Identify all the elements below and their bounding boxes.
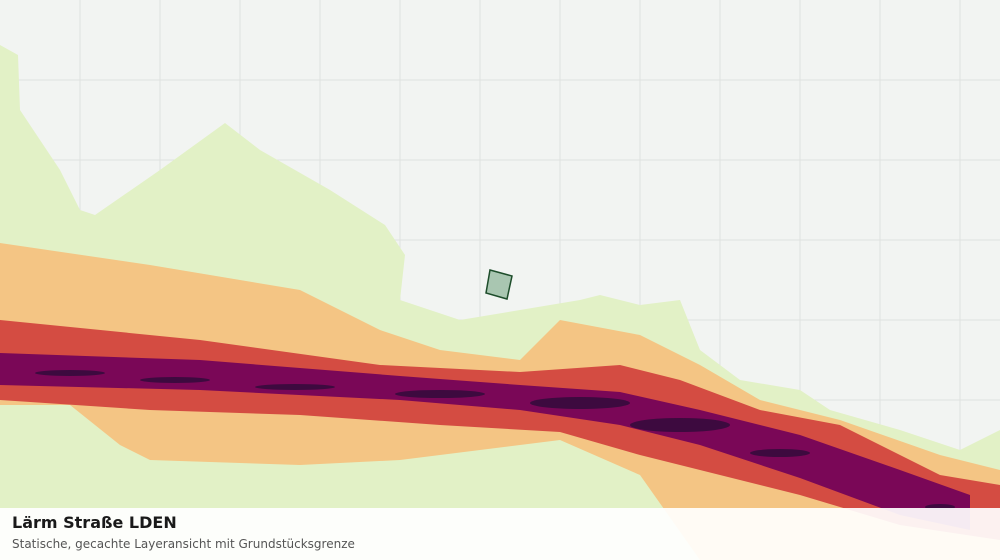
map-subtitle: Statische, gecachte Layeransicht mit Gru… [12, 537, 355, 551]
noise-zone-very-high [0, 353, 970, 530]
parcel-boundary[interactable] [485, 269, 513, 300]
map-title: Lärm Straße LDEN [12, 513, 177, 532]
caption-bar [0, 508, 1000, 560]
noise-zone-extreme [35, 370, 955, 510]
